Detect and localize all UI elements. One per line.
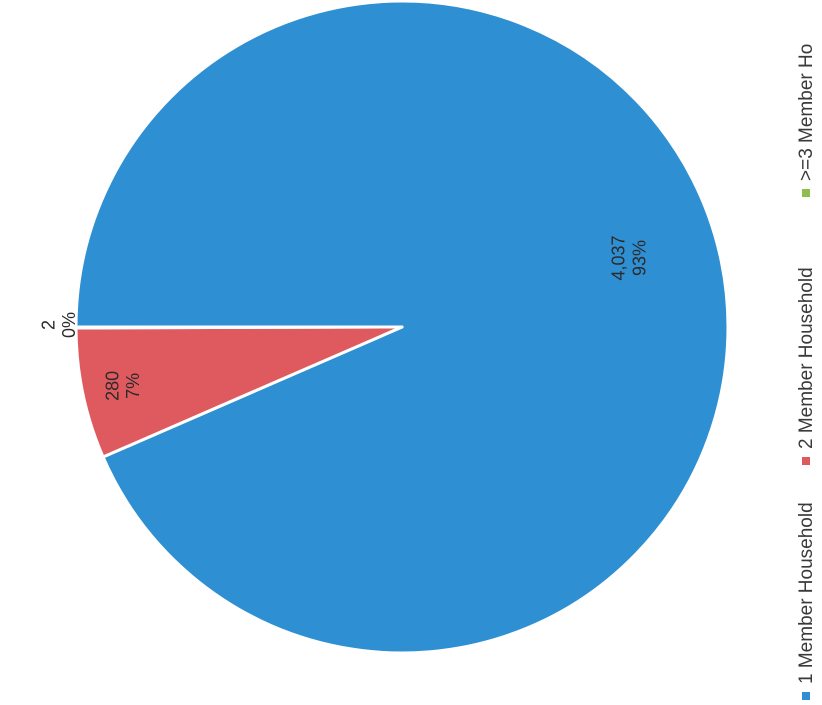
pie-slice-2-member-household [74,325,404,459]
pie-slices [74,0,730,655]
legend-item-2-member-household: 2 Member Household [796,267,817,465]
data-labels: 4,03793% 2807% 20% [38,235,649,400]
legend-item-1-member-household: 1 Member Household [796,502,817,700]
legend-label-2-member-household: 2 Member Household [796,267,817,449]
data-label-3-member-ho: 20% [38,312,79,338]
data-label-1-member-household: 4,03793% [609,235,650,280]
legend-swatch-2-member-household [802,457,810,465]
legend-item-3-member-ho: >=3 Member Ho [796,44,817,197]
legend-label-1-member-household: 1 Member Household [796,502,817,684]
legend-label-3-member-ho: >=3 Member Ho [796,44,817,181]
data-label-2-member-household: 2807% [103,371,144,401]
legend-swatch-3-member-ho [802,189,810,197]
pie-slice-3-member-ho [74,325,404,330]
legend: 1 Member Household 2 Member Household >=3 … [796,44,817,700]
legend-swatch-1-member-household [802,692,810,700]
